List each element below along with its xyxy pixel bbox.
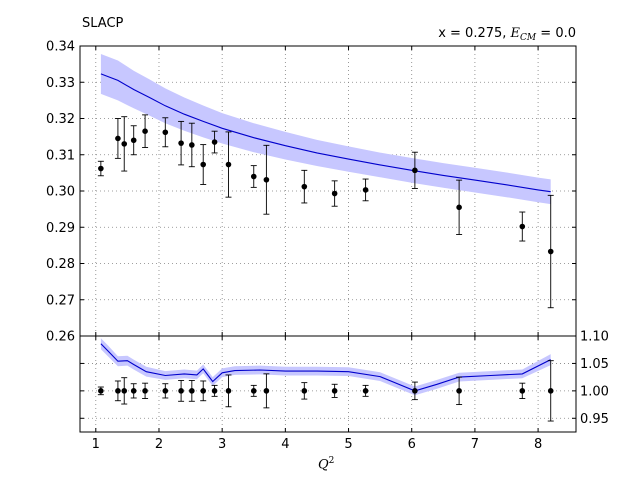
main-data-point — [121, 141, 128, 147]
main-data-point — [98, 165, 104, 172]
kinematics-suffix: = 0.0 — [536, 26, 576, 41]
chart-kinematics-label: x = 0.275, ECM = 0.0 — [438, 26, 576, 43]
ratio-data-point — [362, 388, 369, 394]
ratio-data-point — [142, 388, 148, 394]
x-axis-label: Q2 — [318, 456, 334, 472]
ratio-theory-line — [100, 343, 551, 392]
ratio-y-tick-label: 0.95 — [580, 412, 609, 427]
x-tick-label: 7 — [471, 437, 479, 452]
main-data-point — [211, 139, 218, 145]
main-y-tick-label: 0.30 — [46, 185, 75, 200]
x-tick-label: 3 — [218, 437, 226, 452]
main-data-point — [200, 161, 207, 168]
ratio-y-tick-label: 1.10 — [580, 330, 609, 345]
ratio-data-point — [200, 388, 207, 394]
x-tick-label: 1 — [92, 437, 100, 452]
main-y-tick-label: 0.33 — [46, 76, 75, 91]
x-tick-label: 4 — [281, 437, 289, 452]
main-y-tick-label: 0.26 — [46, 330, 75, 345]
main-y-tick-label: 0.32 — [46, 112, 75, 127]
ratio-data-point — [412, 388, 418, 394]
ratio-data-point — [331, 388, 338, 394]
main-y-tick-label: 0.29 — [46, 221, 75, 236]
ratio-data-point — [115, 388, 121, 394]
main-data-point — [456, 204, 462, 211]
ratio-data-point — [178, 388, 184, 394]
ratio-data-point — [211, 388, 218, 394]
main-data-point — [301, 183, 308, 190]
ratio-theory-band — [100, 338, 551, 396]
main-y-tick-label: 0.27 — [46, 293, 75, 308]
ratio-axes-frame — [79, 335, 577, 433]
ratio-data-point — [456, 388, 462, 394]
x-tick-label: 5 — [344, 437, 352, 452]
ratio-y-tick-label: 1.00 — [580, 384, 609, 399]
ratio-data-point — [189, 388, 195, 394]
ratio-y-tick-label: 1.05 — [580, 357, 609, 372]
ecm-variable: E — [510, 26, 521, 41]
main-data-point — [250, 173, 257, 180]
main-data-point — [115, 135, 121, 142]
main-data-point — [130, 137, 137, 144]
main-theory-band — [100, 54, 551, 205]
ratio-data-point — [547, 388, 554, 394]
ratio-data-point — [250, 388, 257, 394]
ecm-subscript: CM — [520, 33, 537, 43]
main-data-point — [162, 129, 169, 136]
x-axis-variable: Q — [318, 457, 329, 473]
chart-title: SLACP — [82, 16, 124, 31]
main-data-point — [331, 190, 338, 197]
main-data-point — [263, 176, 270, 183]
ratio-data-point — [130, 388, 137, 394]
ratio-data-point — [98, 388, 104, 394]
ratio-data-point — [121, 388, 128, 394]
x-tick-label: 6 — [408, 437, 416, 452]
ratio-data-point — [301, 388, 308, 394]
main-theory-line — [100, 73, 551, 193]
main-data-point — [225, 161, 232, 168]
x-tick-label: 2 — [155, 437, 163, 452]
x-tick-label: 8 — [534, 437, 542, 452]
ratio-data-point — [225, 388, 232, 394]
main-data-point — [519, 223, 526, 230]
main-y-tick-label: 0.28 — [46, 257, 75, 272]
main-data-point — [178, 140, 184, 146]
main-data-point — [189, 142, 195, 148]
main-data-point — [142, 128, 148, 134]
main-y-tick-label: 0.34 — [46, 40, 75, 55]
ratio-data-point — [162, 388, 169, 394]
x-axis-exponent: 2 — [328, 456, 335, 466]
main-data-point — [547, 248, 554, 255]
main-data-point — [412, 167, 418, 174]
main-y-tick-label: 0.31 — [46, 148, 75, 163]
ratio-data-point — [519, 388, 526, 394]
kinematics-prefix: x = 0.275, — [438, 26, 511, 41]
ratio-data-point — [263, 388, 270, 394]
main-data-point — [362, 187, 369, 193]
